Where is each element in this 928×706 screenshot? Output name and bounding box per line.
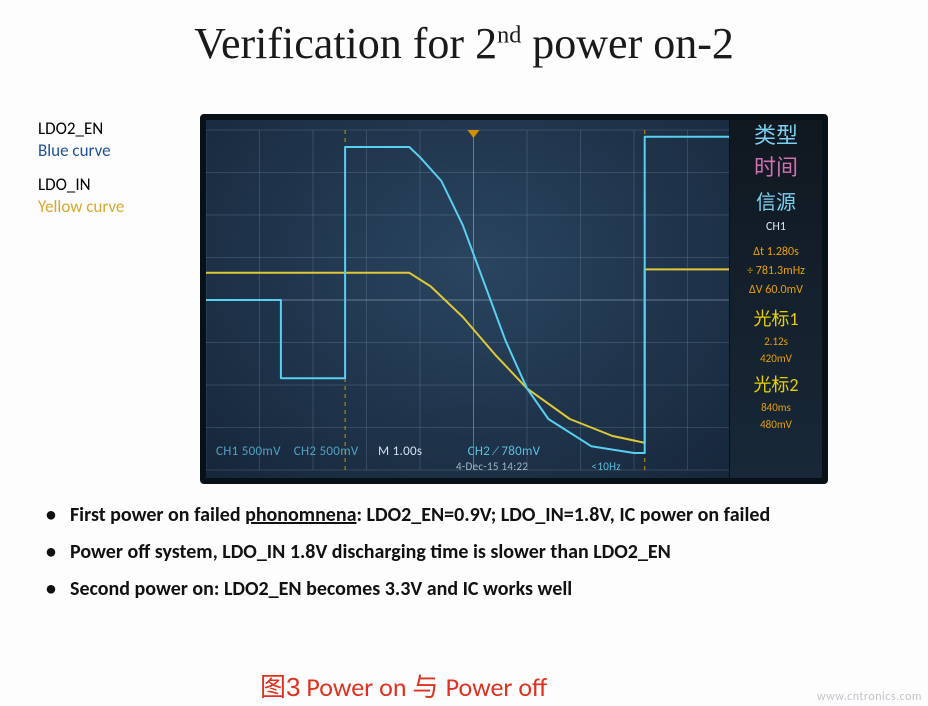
readout-timebase: M 1.00s <box>378 444 422 459</box>
side-cursor2-t: 840ms <box>730 399 822 417</box>
side-delta-v: ΔV 60.0mV <box>730 281 822 300</box>
readout-ch1: CH1 500mV <box>216 444 281 459</box>
legend-signal2-color: Yellow curve <box>38 196 124 218</box>
side-cursor1-label: 光标1 <box>730 306 822 333</box>
bullet-underlined: phonomnena <box>245 503 356 527</box>
side-cursor2-v: 480mV <box>730 416 822 434</box>
bullet-text: Second power on: LDO2_EN becomes 3.3V an… <box>70 577 572 601</box>
bullet-list: First power on failed phonomnena: LDO2_E… <box>38 502 888 613</box>
trace-legend: LDO2_EN Blue curve LDO_IN Yellow curve <box>38 118 124 218</box>
bullet-text: First power on failed <box>70 503 245 527</box>
oscilloscope-photo: CH1 500mV CH2 500mV M 1.00s CH2 ∕ 780mV … <box>200 114 828 484</box>
title-sup: nd <box>497 21 521 48</box>
bullet-text: Power off system, LDO_IN 1.8V dischargin… <box>70 540 671 564</box>
scope-bottom-readouts: CH1 500mV CH2 500mV M 1.00s CH2 ∕ 780mV … <box>216 444 621 474</box>
readout-trig2: <10Hz <box>592 460 621 473</box>
watermark: www.cntronics.com <box>817 690 922 704</box>
side-freq: ÷ 781.3mHz <box>730 262 822 281</box>
caption-en2: Power off <box>446 671 548 703</box>
bullet-text: : LDO2_EN=0.9V; LDO_IN=1.8V, IC power on… <box>356 503 770 527</box>
caption-zh2: 与 <box>412 672 445 702</box>
side-source-value: CH1 <box>730 218 822 237</box>
side-cursor1-v: 420mV <box>730 350 822 368</box>
bullet-item: Power off system, LDO_IN 1.8V dischargin… <box>38 539 888 566</box>
side-time-label: 时间 <box>730 152 822 184</box>
scope-waveforms <box>206 120 741 480</box>
side-source-label: 信源 <box>730 189 822 218</box>
legend-signal1-color: Blue curve <box>38 140 124 162</box>
figure-caption: 图3 Power on 与 Power off <box>260 667 547 704</box>
legend-signal2-name: LDO_IN <box>38 174 124 196</box>
bullet-item: Second power on: LDO2_EN becomes 3.3V an… <box>38 576 888 603</box>
readout-ch2: CH2 500mV <box>294 444 359 459</box>
caption-en1: Power on <box>300 671 412 703</box>
side-type-label: 类型 <box>730 120 822 152</box>
scope-graticule: CH1 500mV CH2 500mV M 1.00s CH2 ∕ 780mV … <box>206 120 741 478</box>
legend-signal1-name: LDO2_EN <box>38 118 124 140</box>
readout-date: 4-Dec-15 14:22 <box>456 460 528 473</box>
side-delta-t: Δt 1.280s <box>730 243 822 262</box>
side-cursor2-label: 光标2 <box>730 372 822 399</box>
side-cursor1-t: 2.12s <box>730 333 822 351</box>
bullet-item: First power on failed phonomnena: LDO2_E… <box>38 502 888 529</box>
slide-title: Verification for 2nd power on-2 <box>0 18 928 69</box>
readout-trig: CH2 ∕ 780mV <box>468 444 541 459</box>
title-prefix: Verification for 2 <box>194 19 497 68</box>
caption-zh1: 图3 <box>260 672 300 702</box>
scope-side-panel: 类型 时间 信源 CH1 Δt 1.280s ÷ 781.3mHz ΔV 60.… <box>729 120 822 478</box>
title-suffix: power on-2 <box>521 19 734 68</box>
